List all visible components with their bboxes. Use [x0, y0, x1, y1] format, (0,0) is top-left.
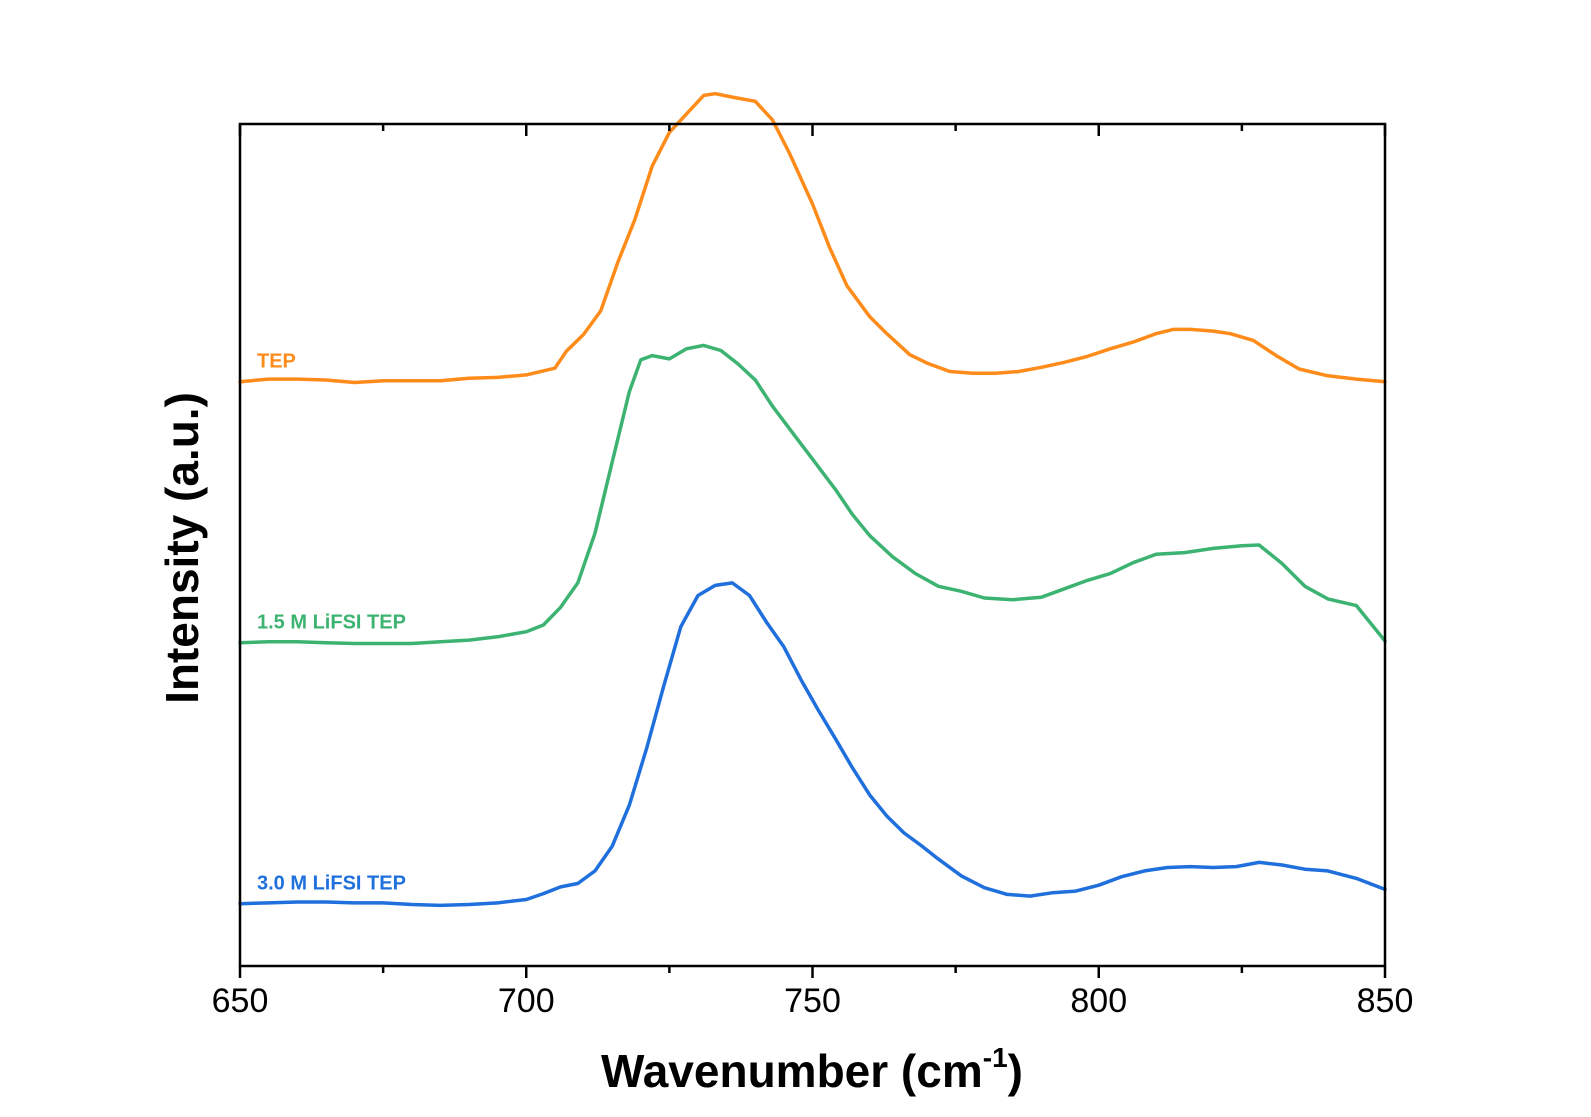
series-line-0: [238, 91, 1387, 385]
x-tick-label-750: 750: [784, 982, 841, 1020]
x-axis-title-main: Wavenumber (cm: [601, 1045, 983, 1097]
ticks-layer: [238, 124, 1387, 978]
y-axis-title: Intensity (a.u.): [156, 392, 208, 704]
x-axis-title-superscript: -1: [983, 1042, 1008, 1073]
x-axis-title-suffix: ): [1008, 1045, 1023, 1097]
series-label-1: 1.5 M LiFSI TEP: [257, 612, 406, 634]
labels-layer: TEP 1.5 M LiFSI TEP 3.0 M LiFSI TEP 650 700 7…: [212, 351, 1414, 1020]
x-tick-label-700: 700: [498, 982, 555, 1020]
series-line-2: [238, 581, 1387, 908]
series-label-0: TEP: [257, 351, 296, 373]
x-tick-label-850: 850: [1357, 982, 1414, 1020]
x-axis-title: Wavenumber (cm-1): [601, 1042, 1023, 1097]
x-tick-label-800: 800: [1070, 982, 1127, 1020]
x-tick-label-650: 650: [212, 982, 269, 1020]
series-line-1: [238, 343, 1387, 646]
series-label-2: 3.0 M LiFSI TEP: [257, 873, 406, 895]
series-layer: [238, 91, 1387, 908]
